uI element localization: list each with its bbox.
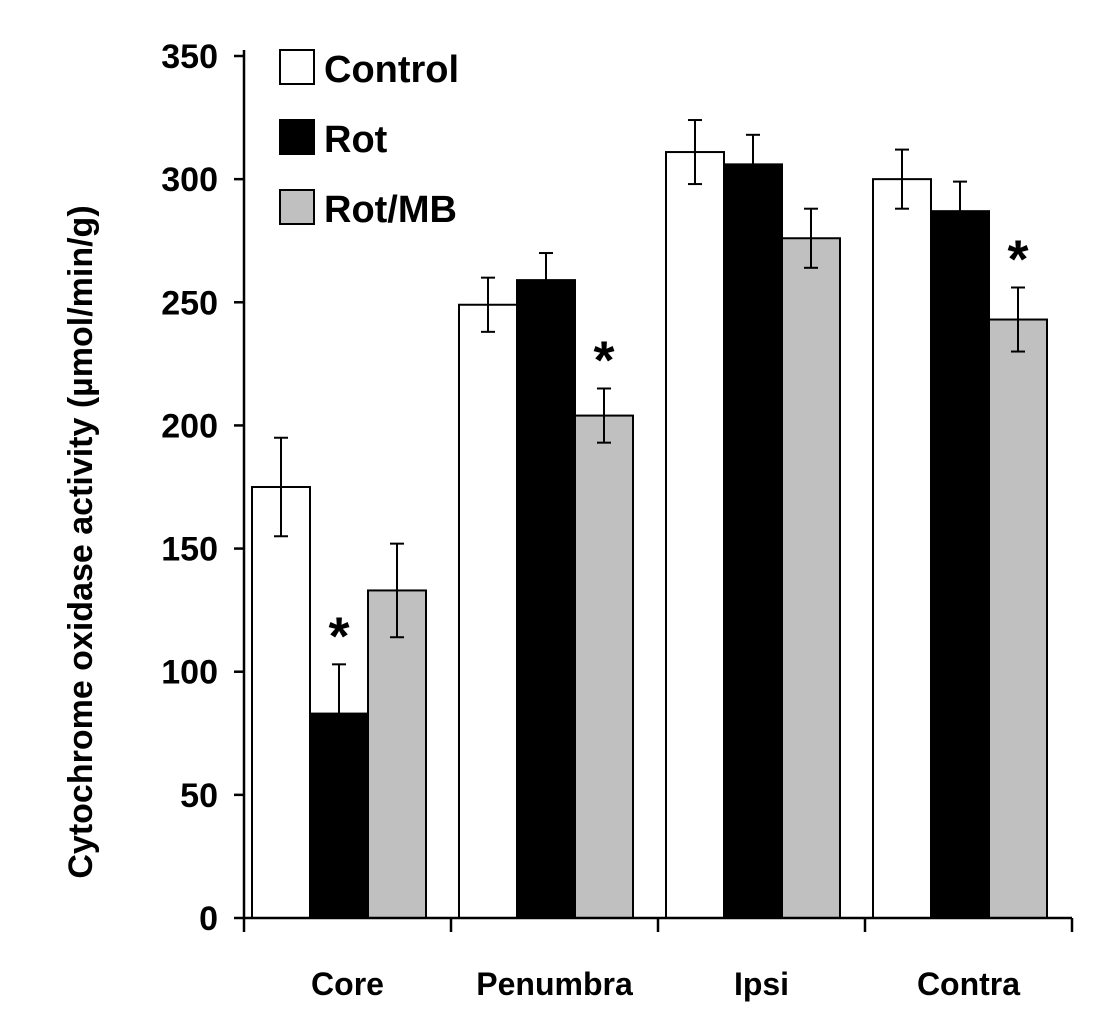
y-tick-label: 150 [161,531,218,569]
error-bar [688,119,702,186]
legend-label: Rot [324,119,388,161]
legend-swatch [279,189,315,225]
bar-control-contra [872,178,932,919]
y-tick-label: 300 [161,161,218,199]
bar-rot-ipsi [723,163,783,919]
x-tick-label: Ipsi [734,966,789,1002]
legend-swatch [279,119,315,155]
bar-control-penumbra [458,303,518,919]
x-tick-label: Core [311,966,384,1002]
legend-label: Control [324,49,459,91]
y-tick-label: 200 [161,407,218,445]
significance-star: * [1007,230,1028,290]
error-bar [953,180,967,242]
legend-swatch [279,49,315,85]
x-tick-label: Contra [917,966,1020,1002]
error-bar [895,148,909,210]
y-tick-label: 0 [199,900,218,938]
bar-rot-mb-penumbra [574,414,634,919]
legend-label: Rot/MB [324,189,457,231]
error-bar [539,252,553,309]
significance-star: * [328,606,349,666]
bar-rot-penumbra [516,279,576,919]
error-bar [390,542,404,639]
bar-rot-mb-ipsi [781,237,841,920]
bar-rot-mb-contra [988,318,1048,920]
bar-control-core [251,486,311,919]
error-bar [746,133,760,195]
error-bar [332,663,346,764]
error-bar [1011,286,1025,353]
y-tick-label: 100 [161,654,218,692]
error-bar [597,387,611,444]
y-tick-label: 350 [161,38,218,76]
y-tick-label: 250 [161,284,218,322]
bar-rot-contra [930,210,990,920]
legend: Control Rot Rot/MB [279,49,459,231]
bar-rot-mb-core [367,589,427,919]
y-axis-title: Cytochrome oxidase activity (µmol/min/g) [62,205,100,878]
x-tick-label: Penumbra [476,966,633,1002]
significance-star: * [593,330,614,390]
error-bar [804,207,818,269]
y-tick-label: 50 [180,777,218,815]
bar-control-ipsi [665,151,725,919]
error-bar [481,276,495,333]
error-bar [274,436,288,538]
